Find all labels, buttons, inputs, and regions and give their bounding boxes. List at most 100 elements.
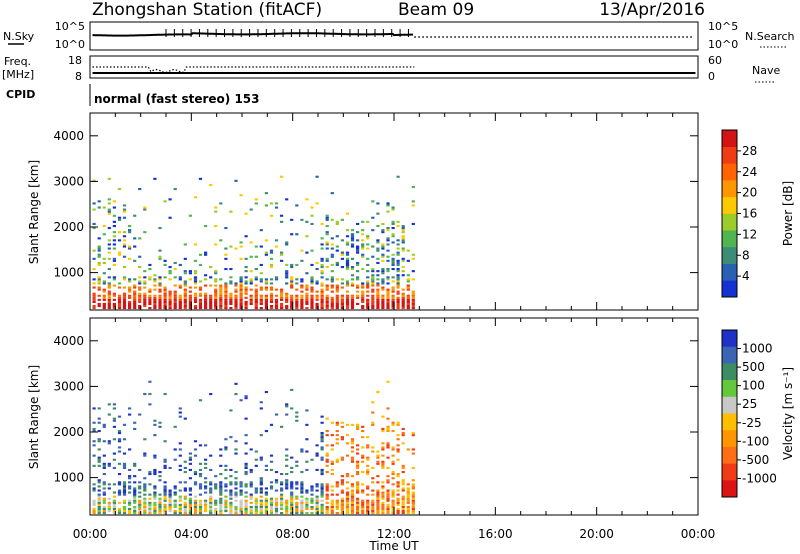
range-cell (112, 257, 116, 260)
range-cell (107, 440, 111, 443)
range-cell (209, 503, 213, 506)
range-cell (376, 212, 380, 215)
range-cell (163, 458, 167, 461)
range-cell (356, 448, 360, 451)
range-cell (285, 464, 289, 467)
range-cell (259, 401, 263, 404)
range-cell (219, 239, 223, 242)
range-cell (239, 302, 243, 305)
range-cell (320, 458, 324, 461)
range-cell (264, 499, 268, 502)
range-cell (330, 300, 334, 303)
range-cell (274, 512, 279, 515)
range-cell (269, 263, 274, 266)
range-cell (143, 485, 147, 488)
range-cell (133, 294, 137, 297)
range-cell (153, 485, 157, 488)
range-cell (214, 270, 218, 273)
range-cell (153, 278, 157, 281)
range-cell (350, 268, 355, 271)
range-cell (290, 471, 294, 474)
time-axis-label: Time UT (368, 539, 419, 553)
range-cell (320, 300, 324, 303)
range-cell (153, 456, 157, 459)
range-cell (112, 458, 116, 461)
range-cell (97, 200, 101, 203)
range-cell (280, 489, 284, 492)
range-cell (107, 296, 111, 299)
range-cell (102, 487, 106, 490)
range-cell (320, 263, 324, 266)
range-cell (158, 507, 162, 510)
nsky-panel (89, 21, 699, 51)
range-cell (128, 229, 132, 232)
range-cell (244, 512, 248, 515)
range-cell (112, 294, 116, 297)
range-cell (188, 272, 192, 275)
range-cell (97, 493, 101, 496)
range-cell (214, 503, 218, 506)
range-cell (290, 278, 294, 281)
range-cell (386, 204, 390, 207)
range-cell (128, 305, 132, 308)
range-cell (254, 276, 258, 279)
range-cell (371, 274, 375, 277)
range-cell (183, 489, 187, 492)
range-cell (97, 245, 101, 248)
range-cell (204, 296, 208, 299)
range-cell (133, 491, 137, 494)
range-cell (376, 512, 380, 515)
range-cell (188, 477, 192, 480)
range-cell (320, 296, 324, 299)
range-cell (335, 507, 339, 510)
range-cell (158, 503, 162, 506)
nsky-series (92, 32, 414, 37)
y-tick-label: 2000 (53, 425, 84, 439)
range-cell (224, 446, 228, 449)
range-cell (244, 290, 248, 293)
range-cell (315, 507, 319, 510)
range-cell (285, 448, 289, 451)
range-cell (254, 499, 258, 502)
range-cell (386, 239, 390, 242)
range-cell (193, 286, 198, 289)
range-cell (356, 462, 360, 465)
range-cell (325, 464, 329, 467)
range-cell (381, 464, 385, 467)
range-cell (143, 438, 147, 441)
range-cell (401, 305, 405, 308)
range-cell (122, 216, 127, 219)
range-cell (330, 243, 334, 246)
range-cell (117, 473, 122, 476)
range-cell (183, 501, 187, 504)
range-cell (112, 284, 116, 287)
range-cell (290, 483, 294, 486)
range-cell (274, 505, 279, 508)
range-cell (128, 296, 132, 299)
range-cell (376, 456, 380, 459)
range-cell (112, 200, 116, 203)
nsearch-tick-bottom: 10^0 (708, 38, 738, 51)
range-cell (330, 263, 334, 266)
range-cell (280, 175, 284, 178)
range-cell (350, 305, 355, 308)
range-cell (350, 491, 355, 494)
range-cell (406, 288, 410, 291)
range-cell (183, 507, 187, 510)
range-cell (411, 257, 415, 260)
range-cell (193, 505, 198, 508)
range-cell (163, 485, 167, 488)
range-cell (224, 282, 228, 285)
range-cell (209, 489, 213, 492)
range-cell (386, 237, 390, 240)
range-cell (300, 505, 304, 508)
range-cell (254, 505, 258, 508)
range-cell (391, 495, 395, 498)
range-cell (244, 280, 248, 283)
range-cell (391, 268, 395, 271)
range-cell (143, 393, 147, 396)
range-cell (290, 302, 294, 305)
range-cell (138, 266, 142, 269)
range-cell (406, 497, 410, 500)
range-cell (193, 510, 198, 513)
